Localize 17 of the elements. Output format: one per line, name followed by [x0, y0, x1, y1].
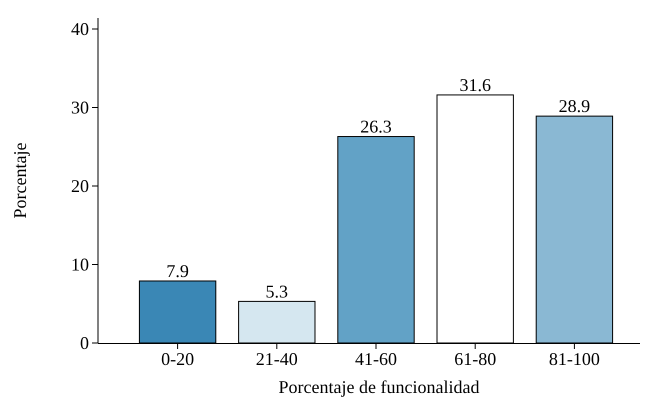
- data-label: 28.9: [558, 96, 590, 116]
- x-tick-label: 21-40: [256, 348, 298, 369]
- y-tick-label: 30: [71, 97, 89, 118]
- data-label: 26.3: [360, 116, 392, 137]
- x-tick-label: 0-20: [161, 348, 194, 369]
- y-tick-label: 40: [71, 18, 89, 39]
- y-tick-label: 10: [71, 254, 89, 274]
- data-label: 7.9: [166, 260, 189, 281]
- data-label: 5.3: [266, 281, 288, 302]
- x-tick-label: 41-60: [355, 348, 397, 369]
- x-tick-label: 81-100: [548, 348, 600, 369]
- data-label: 31.6: [459, 74, 491, 95]
- x-axis-title: Porcentaje de funcionalidad: [278, 377, 480, 397]
- y-tick-label: 0: [80, 332, 89, 353]
- y-axis-title: Porcentaje: [10, 142, 30, 218]
- x-tick-label: 61-80: [454, 348, 496, 369]
- y-tick-label: 20: [71, 176, 89, 196]
